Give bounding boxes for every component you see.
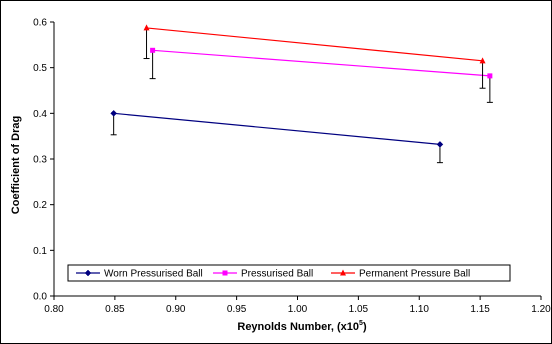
legend-entry-label: Permanent Pressure Ball	[359, 269, 470, 280]
x-tick-label: 1.20	[531, 304, 551, 315]
x-tick-label: 0.90	[166, 304, 186, 315]
x-axis-label: Reynolds Number, (x105)	[237, 320, 367, 333]
legend: Worn Pressurised Ball Pressurised Ball Per…	[67, 264, 511, 282]
legend-entry-label: Worn Pressurised Ball	[104, 269, 203, 280]
series-line	[146, 27, 483, 62]
x-axis-label-superscript: 5	[359, 320, 363, 327]
series-line	[113, 112, 441, 145]
y-axis-title: Coefficient of Drag	[10, 116, 22, 214]
series-pressurised-ball	[149, 47, 493, 103]
y-tick-label: 0.6	[33, 18, 47, 29]
x-tick-label: 1.10	[410, 304, 430, 315]
y-tick-label: 0.3	[33, 155, 47, 166]
x-axis-label-text: Reynolds Number, (x10	[237, 321, 359, 333]
x-axis-title: Reynolds Number, (x105)	[237, 320, 367, 333]
x-tick-label: 1.00	[288, 304, 308, 315]
x-tick-label: 0.85	[105, 304, 125, 315]
x-axis-label-end: )	[363, 321, 367, 333]
data-point	[436, 141, 444, 148]
data-point	[487, 73, 493, 79]
y-tick-label: 0.0	[33, 292, 47, 303]
plot-area: 0.0 0.1 0.2 0.3 0.4 0.5 0.6 0.80 0.85 0.90 0.95 1.0…	[33, 18, 551, 316]
legend-swatch-marker	[84, 269, 92, 277]
data-point	[150, 47, 156, 53]
series-worn-pressurised-ball	[110, 109, 444, 164]
series-line	[152, 49, 490, 77]
x-tick-label: 0.95	[227, 304, 247, 315]
y-axis-label: Coefficient of Drag	[10, 116, 22, 214]
data-point	[110, 109, 118, 117]
x-tick-label: 1.05	[349, 304, 369, 315]
series-permanent-pressure-ball	[143, 24, 486, 89]
legend-entry-label: Pressurised Ball	[241, 269, 313, 280]
legend-swatch-marker	[222, 270, 228, 276]
x-tick-label: 0.80	[44, 304, 64, 315]
legend-box	[67, 264, 511, 282]
legend-swatch-marker	[340, 269, 346, 276]
y-tick-label: 0.4	[33, 109, 47, 120]
x-tick-label: 1.15	[470, 304, 490, 315]
data-point	[143, 24, 150, 31]
y-tick-label: 0.2	[33, 200, 47, 211]
y-tick-label: 0.1	[33, 246, 47, 257]
y-tick-label: 0.5	[33, 63, 47, 74]
data-point	[479, 57, 486, 64]
